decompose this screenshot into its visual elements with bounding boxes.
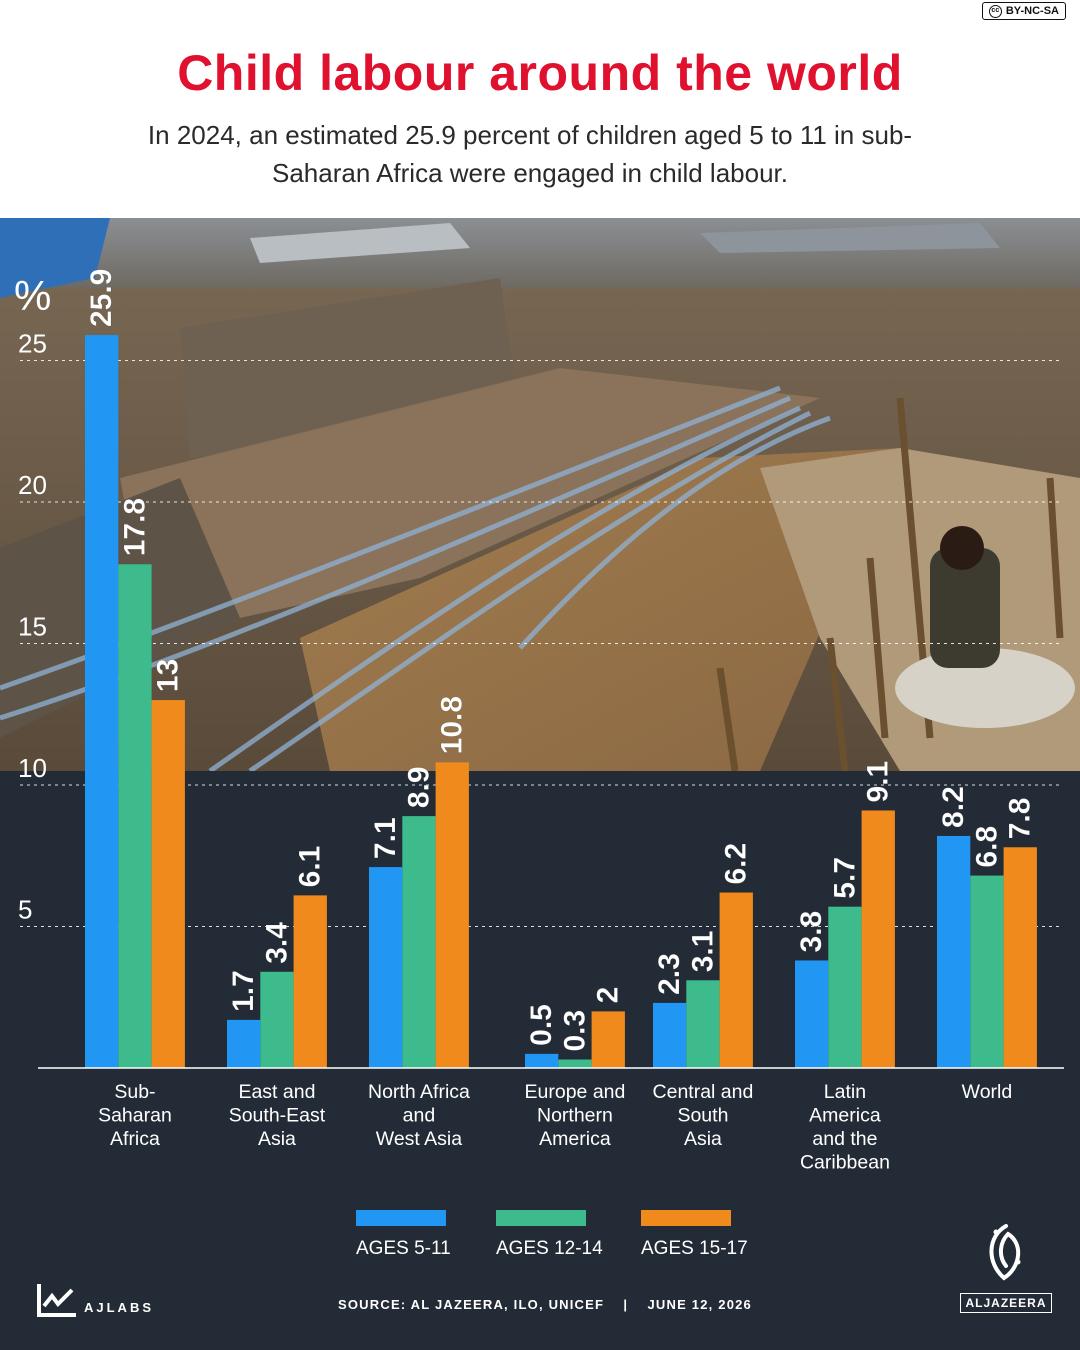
data-label: 9.1: [862, 761, 895, 803]
category-label: Europe and: [525, 1081, 626, 1103]
ajlabs-text: AJLABS: [84, 1299, 155, 1315]
legend-swatch: [641, 1210, 731, 1226]
page-title: Child labour around the world: [177, 45, 903, 101]
bar: [937, 835, 971, 1068]
bar: [861, 810, 895, 1068]
legend: AGES 5-11 AGES 12-14 AGES 15-17: [0, 1208, 1080, 1260]
bar: [118, 564, 152, 1068]
data-label: 5.7: [828, 857, 861, 899]
data-label: 0.5: [525, 1004, 558, 1046]
data-label: 1.7: [227, 970, 260, 1012]
data-label: 10.8: [436, 696, 469, 754]
category-label: and the: [812, 1128, 877, 1150]
category-label: South-East: [229, 1105, 326, 1127]
legend-item-ages-15-17: AGES 15-17: [641, 1208, 748, 1260]
legend-label: AGES 5-11: [356, 1238, 451, 1259]
bar: [151, 700, 185, 1068]
legend-swatch: [356, 1210, 446, 1226]
license-text: BY-NC-SA: [1005, 4, 1059, 17]
y-tick-label: 5: [18, 895, 32, 925]
category-label: Africa: [110, 1128, 160, 1150]
category-label: Asia: [258, 1128, 296, 1150]
data-label: 13: [152, 659, 185, 692]
legend-label: AGES 15-17: [641, 1238, 748, 1259]
data-label: 3.1: [686, 931, 719, 973]
category-label: Asia: [684, 1128, 722, 1150]
y-axis-unit-label: %: [14, 272, 51, 319]
bar-chart: 5 10 15 20 25 25.9 1.7 7.1 0.5 2.3 3.8 8.2 17.8 3.4 8…: [14, 268, 1064, 1174]
bar: [293, 895, 327, 1068]
category-label: America: [809, 1105, 881, 1127]
bar: [686, 980, 720, 1068]
category-label: East and: [238, 1081, 315, 1103]
category-label: Sub-: [114, 1081, 155, 1103]
ajlabs-chart-icon: [37, 1284, 76, 1317]
bar: [795, 960, 829, 1068]
data-label: 7.1: [369, 817, 402, 859]
bar: [970, 875, 1004, 1068]
y-tick-label: 25: [18, 329, 47, 359]
category-label: World: [962, 1081, 1013, 1103]
bar: [85, 335, 119, 1068]
aljazeera-logo: ALJAZEERA: [958, 1222, 1054, 1313]
category-label: North Africa: [368, 1081, 470, 1103]
y-tick-label: 10: [18, 753, 47, 783]
data-label: 25.9: [85, 269, 118, 327]
license-badge[interactable]: cc BY-NC-SA: [981, 2, 1066, 20]
data-label: 2: [592, 987, 625, 1004]
bar: [402, 816, 436, 1068]
bar: [828, 906, 862, 1068]
bar: [435, 762, 469, 1068]
bar: [558, 1059, 592, 1068]
bar: [719, 892, 753, 1068]
data-label: 17.8: [118, 498, 151, 556]
category-label: Latin: [824, 1081, 866, 1103]
category-label: South: [677, 1105, 728, 1127]
category-label: West Asia: [376, 1128, 462, 1150]
data-label: 6.2: [720, 843, 753, 885]
aljazeera-calligraphy-icon: [989, 1224, 1021, 1281]
category-label: America: [539, 1128, 611, 1150]
header: cc BY-NC-SA Child labour around the worl…: [0, 0, 1080, 218]
data-label: 3.4: [260, 922, 293, 964]
data-label: 6.1: [294, 846, 327, 888]
category-label: Saharan: [98, 1105, 172, 1127]
bar: [525, 1053, 559, 1068]
data-label: 3.8: [795, 911, 828, 953]
category-label: and: [403, 1105, 436, 1127]
bar: [260, 971, 294, 1068]
category-label: Northern: [537, 1105, 613, 1127]
data-label: 0.3: [558, 1010, 591, 1052]
ajlabs-brand: AJLABS: [36, 1282, 154, 1318]
category-label: Central and: [653, 1081, 754, 1103]
data-label: 7.8: [1004, 798, 1037, 840]
legend-swatch: [496, 1210, 586, 1226]
legend-item-ages-12-14: AGES 12-14: [496, 1208, 603, 1260]
bar: [653, 1002, 687, 1068]
legend-label: AGES 12-14: [496, 1238, 603, 1259]
y-tick-label: 15: [18, 612, 47, 642]
bar: [591, 1011, 625, 1068]
bar: [369, 867, 403, 1068]
data-label: 2.3: [653, 953, 686, 995]
legend-item-ages-5-11: AGES 5-11: [356, 1208, 451, 1260]
data-label: 6.8: [970, 826, 1003, 868]
data-label: 8.2: [937, 786, 970, 828]
source-line: SOURCE: AL JAZEERA, ILO, UNICEF | JUNE 1…: [338, 1297, 752, 1312]
category-label: Caribbean: [800, 1152, 890, 1174]
mining-site-photo: [0, 218, 1080, 771]
page-subtitle: In 2024, an estimated 25.9 percent of ch…: [147, 120, 913, 188]
bar: [1003, 847, 1037, 1068]
cc-icon: cc: [988, 4, 1002, 18]
y-tick-label: 20: [18, 470, 47, 500]
data-label: 8.9: [402, 766, 435, 808]
bar: [227, 1019, 261, 1068]
aljazeera-wordmark: ALJAZEERA: [960, 1293, 1052, 1313]
